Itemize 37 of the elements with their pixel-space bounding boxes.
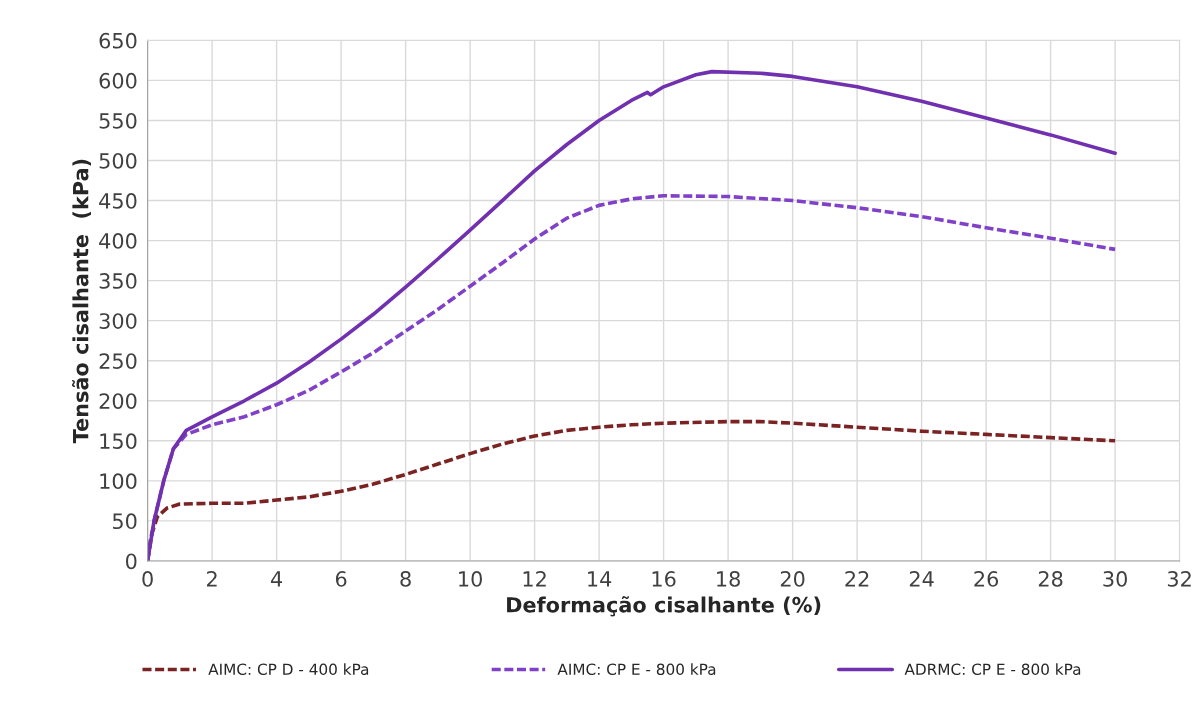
y-tick-label: 100 (100, 473, 137, 490)
x-tick-label: 26 (974, 571, 999, 587)
x-tick-label: 22 (845, 571, 869, 587)
y-tick-label: 600 (99, 72, 137, 89)
x-tick-label: 16 (652, 571, 676, 587)
x-tick-label: 30 (1103, 571, 1127, 587)
y-tick-label: 150 (100, 433, 137, 450)
y-tick-label: 0 (126, 553, 137, 570)
y-tick-label: 300 (99, 313, 137, 329)
legend-label: AIMC: CP E - 800 kPa (557, 663, 716, 676)
x-tick-label: 2 (207, 571, 217, 587)
y-tick-label: 200 (99, 393, 137, 409)
x-tick-label: 12 (523, 571, 546, 587)
y-tick-label: 400 (99, 233, 137, 249)
x-tick-label: 0 (142, 571, 153, 587)
x-tick-label: 14 (588, 571, 612, 587)
line-series (147, 69, 1117, 561)
x-tick-label: 10 (459, 571, 482, 587)
x-tick-label: 8 (400, 571, 411, 587)
x-tick-label: 28 (1038, 571, 1063, 587)
y-tick-label: 650 (99, 32, 137, 49)
x-tick-label: 20 (780, 571, 805, 587)
x-tick-label: 32 (1167, 571, 1191, 587)
x-tick-label: 6 (335, 571, 347, 587)
y-tick-label: 550 (99, 112, 137, 129)
y-tick-label: 250 (99, 353, 137, 369)
y-tick-label: 50 (112, 513, 137, 530)
x-tick-label: 24 (909, 571, 934, 587)
y-tick-label: 450 (99, 193, 137, 209)
y-tick-label: 350 (99, 273, 137, 289)
y-tick-label: 500 (99, 152, 137, 169)
legend-label: AIMC: CP D - 400 kPa (208, 663, 369, 676)
x-tick-label: 4 (270, 571, 283, 587)
x-axis-title: Deformação cisalhante (%) (507, 596, 821, 617)
y-axis-title: Tensão cisalhante (kPa) (72, 159, 91, 444)
legend-label: ADRMC: CP E - 800 kPa (904, 663, 1081, 676)
x-tick-label: 18 (717, 571, 740, 587)
